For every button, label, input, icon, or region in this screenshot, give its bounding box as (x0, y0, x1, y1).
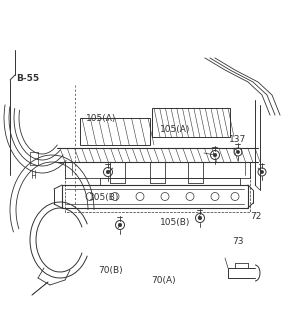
Text: 105(B): 105(B) (88, 193, 119, 202)
Text: 72: 72 (250, 212, 261, 220)
Text: 105(B): 105(B) (160, 218, 190, 227)
Text: 105(A): 105(A) (86, 114, 116, 123)
Text: 105(A): 105(A) (160, 125, 190, 134)
Bar (65, 162, 250, 212)
Bar (62, 185, 248, 208)
Circle shape (106, 170, 110, 174)
Circle shape (118, 223, 122, 227)
Text: 70(B): 70(B) (99, 266, 123, 275)
Text: 137: 137 (229, 135, 247, 144)
Circle shape (237, 150, 239, 154)
Circle shape (213, 153, 217, 157)
Circle shape (260, 171, 263, 173)
Text: 73: 73 (232, 237, 244, 246)
Circle shape (198, 216, 202, 220)
Text: 70(A): 70(A) (151, 276, 176, 284)
Text: B-55: B-55 (16, 74, 39, 83)
Bar (152, 108, 230, 137)
Bar (80, 118, 150, 145)
